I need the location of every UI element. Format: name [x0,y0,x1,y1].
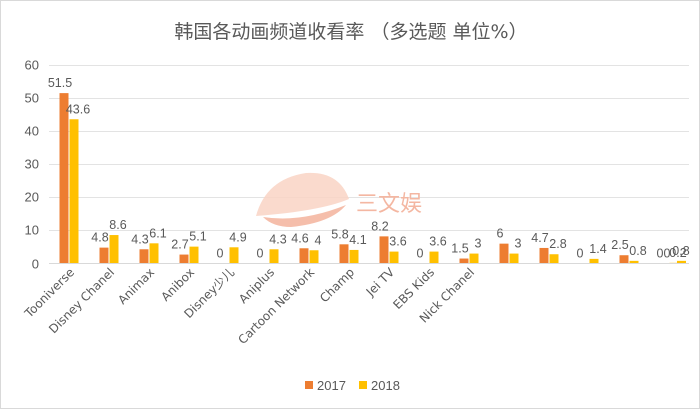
data-label-2018: 5.1 [189,230,206,244]
bar-2017 [619,255,629,264]
bar-2017 [339,244,349,264]
legend-swatch-2018 [359,381,367,389]
data-label-2017: 0 [664,247,671,261]
data-label-2017: 4.7 [531,231,548,245]
data-label-2017: 0 [417,247,424,261]
y-axis-ticks: 0 10 20 30 40 50 60 [25,58,39,272]
data-label-2018: 3.6 [389,235,406,249]
data-label-2018: 0.8 [672,244,689,258]
data-label-2017: 6 [497,227,504,241]
chart-title: 韩国各动画频道收看率 （多选题 单位%） [174,21,527,43]
data-label-2018: 1.4 [589,242,606,256]
data-label-2017: 0 [217,247,224,261]
bar-2018 [109,235,119,264]
legend-label-2017: 2017 [317,378,346,393]
data-label-2017: 2.5 [611,238,628,252]
y-tick-label: 20 [25,190,39,205]
bar-2018 [349,249,359,264]
bar-2018 [469,253,479,264]
bar-2017 [459,258,469,264]
watermark-fan-base-icon [263,205,346,227]
data-label-2018: 6.1 [149,226,166,240]
data-label-2017: 4.6 [291,231,308,245]
bar-2018 [549,254,559,264]
bar-2017 [99,247,109,264]
category-label: Champ [317,265,357,305]
bar-2017 [59,93,69,264]
bar-2018 [389,251,399,264]
data-label-2018: 0.2 [669,246,686,260]
category-label: Aniplus [236,265,277,306]
data-label-2017: 0 [577,247,584,261]
bar-2017 [499,243,509,264]
data-label-2017: 0 [257,247,264,261]
y-tick-label: 60 [25,58,39,73]
category-label: Anibox [158,265,197,304]
legend-swatch-2017 [305,381,313,389]
watermark-fan-icon [256,172,349,216]
bar-2017 [179,254,189,264]
bar-2018 [589,258,599,264]
data-label-2018: 43.6 [66,102,90,116]
bar-2018 [149,243,159,264]
bars [59,93,686,264]
data-label-2018: 4 [315,233,322,247]
legend-label-2018: 2018 [371,378,400,393]
category-label: Jei TV [363,265,398,300]
bar-2018 [509,253,519,264]
data-label-2017: 1.5 [451,242,468,256]
bar-2018 [229,247,239,264]
gridlines [49,65,689,231]
bar-2017 [299,248,309,264]
data-label-2017: 4.8 [91,231,108,245]
data-label-2017: 4.3 [131,232,148,246]
data-label-2017: 51.5 [48,76,72,90]
legend: 2017 2018 [305,378,400,393]
data-label-2018: 3 [515,237,522,251]
data-labels: 51.543.64.88.64.3 6.12.75.104.904.3 4.6 4 5.… [48,76,690,260]
bar-2017 [139,249,149,264]
bar-2018 [189,246,199,264]
data-label-2018: 4.1 [349,233,366,247]
data-label-2018: 4.9 [229,230,246,244]
bar-2018 [629,260,639,264]
bar-2017 [379,236,389,264]
category-label: Cartoon Network [235,265,317,347]
data-label-2018: 3.6 [429,235,446,249]
watermark-text: 三文娱 [356,192,422,217]
data-label-2018: 8.6 [109,218,126,232]
y-tick-label: 50 [25,91,39,106]
y-tick-label: 0 [32,257,39,272]
data-label-2017: 2.7 [171,238,188,252]
watermark-logo: 三文娱 [256,172,422,227]
y-tick-label: 40 [25,124,39,139]
bar-2017 [539,247,549,264]
data-label-2017: 8.2 [371,219,388,233]
data-label-2018: 3 [475,237,482,251]
data-label-2018: 0.8 [629,244,646,258]
data-label-2018: 2.8 [549,237,566,251]
bar-2018 [309,250,319,264]
bar-2018 [269,249,279,264]
data-label-2017: 0 [657,247,664,261]
category-label: Animax [115,265,157,307]
bar-2018 [69,119,79,264]
y-tick-label: 30 [25,157,39,172]
bar-2018 [429,251,439,264]
data-label-2017: 5.8 [331,227,348,241]
y-tick-label: 10 [25,223,39,238]
bar-2018 [677,260,686,264]
data-label-2018: 4.3 [269,232,286,246]
